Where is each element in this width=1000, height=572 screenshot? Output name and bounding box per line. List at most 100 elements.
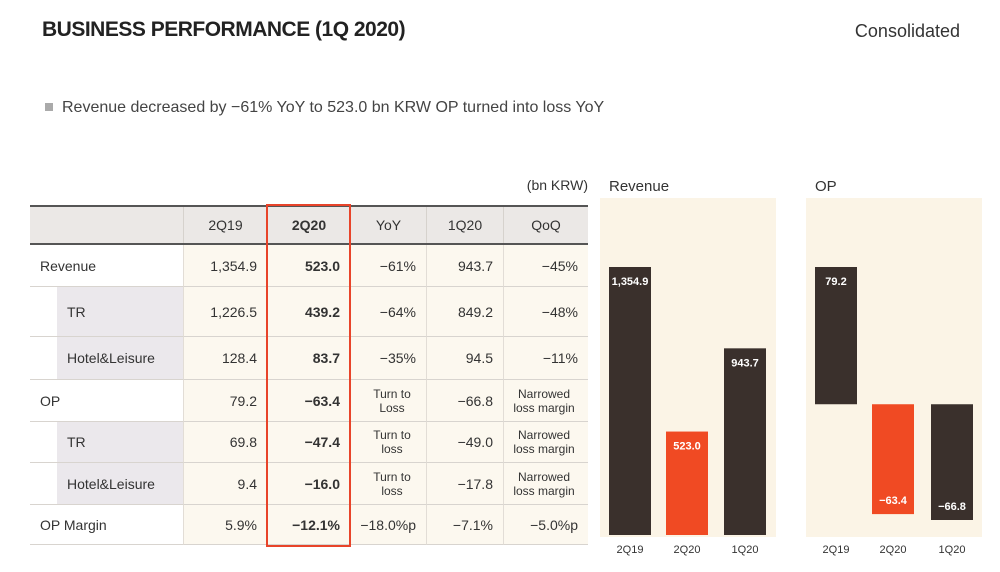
bar — [815, 267, 857, 405]
cell-text: 1Q20 — [447, 217, 483, 233]
cell-value: Narrowed loss margin — [503, 380, 588, 422]
cell-value: −5.0%p — [503, 505, 588, 545]
cell-text: TR — [67, 434, 86, 450]
unit-label: (bn KRW) — [526, 177, 588, 193]
cell-text: −47.4 — [304, 434, 340, 450]
row-indent — [30, 287, 57, 337]
cell-value: −66.8 — [426, 380, 503, 422]
cell-text: −66.8 — [457, 392, 493, 409]
cell-text: −12.1% — [292, 516, 340, 533]
row-label: OP — [30, 380, 183, 422]
cell-text: −35% — [379, 350, 416, 366]
cell-value: 943.7 — [426, 245, 503, 287]
cell-value: −48% — [503, 287, 588, 337]
cell-value: Turn to loss — [350, 463, 426, 505]
cell-text: 79.2 — [229, 392, 257, 409]
bar — [666, 431, 708, 535]
cell-value: Turn to loss — [350, 422, 426, 463]
cell-text: Turn to loss — [373, 469, 411, 498]
row-indent — [30, 422, 57, 463]
cell-value: 1,226.5 — [183, 287, 267, 337]
cell-text: −17.8 — [457, 475, 493, 492]
cell-value: 439.2 — [267, 287, 350, 337]
cell-text: Narrowed loss margin — [513, 469, 575, 498]
cell-text: −48% — [541, 303, 578, 320]
cell-value: −35% — [350, 337, 426, 380]
cell-value: 9.4 — [183, 463, 267, 505]
column-header: 2Q20 — [267, 207, 350, 243]
cell-text: −5.0%p — [530, 516, 578, 533]
cell-text: 439.2 — [304, 303, 340, 320]
x-tick-label: 2Q19 — [617, 544, 644, 556]
cell-value: −18.0%p — [350, 505, 426, 545]
cell-value: Narrowed loss margin — [503, 422, 588, 463]
cell-text: −64% — [379, 303, 416, 320]
cell-text: 128.4 — [221, 350, 257, 366]
row-label: Hotel&Leisure — [57, 463, 183, 505]
column-header: YoY — [350, 207, 426, 243]
cell-value: −63.4 — [267, 380, 350, 422]
x-tick-label: 1Q20 — [732, 544, 759, 556]
cell-value: 849.2 — [426, 287, 503, 337]
cell-text: 69.8 — [229, 434, 257, 450]
cell-text: −63.4 — [304, 392, 340, 409]
cell-text: −7.1% — [452, 516, 493, 533]
x-tick-label: 2Q20 — [880, 544, 907, 556]
x-tick-label: 2Q20 — [674, 544, 701, 556]
cell-text: OP Margin — [40, 516, 107, 533]
cell-text: OP — [40, 392, 61, 409]
row-label: OP Margin — [30, 505, 183, 545]
bar-label: 1,354.9 — [612, 276, 649, 288]
cell-text: 523.0 — [304, 257, 340, 274]
cell-value: −11% — [503, 337, 588, 380]
cell-text: TR — [67, 303, 86, 320]
cell-text: 83.7 — [312, 350, 340, 366]
x-tick-label: 1Q20 — [939, 544, 966, 556]
row-label: TR — [57, 422, 183, 463]
cell-text: Hotel&Leisure — [67, 350, 155, 366]
cell-value: −47.4 — [267, 422, 350, 463]
cell-value: 1,354.9 — [183, 245, 267, 287]
row-label: Hotel&Leisure — [57, 337, 183, 380]
bar — [724, 348, 766, 535]
x-tick-label: 2Q19 — [823, 544, 850, 556]
row-indent — [30, 337, 57, 380]
bar-label: −63.4 — [879, 495, 908, 507]
cell-value: Turn to Loss — [350, 380, 426, 422]
cell-value: −49.0 — [426, 422, 503, 463]
bar-label: −66.8 — [938, 501, 966, 513]
column-header: 1Q20 — [426, 207, 503, 243]
column-header: 2Q19 — [183, 207, 267, 243]
cell-text: −16.0 — [304, 475, 340, 492]
bar — [931, 404, 973, 520]
cell-value: −7.1% — [426, 505, 503, 545]
cell-text: −45% — [541, 257, 578, 274]
cell-value: −12.1% — [267, 505, 350, 545]
bar — [609, 267, 651, 535]
bar-label: 523.0 — [673, 441, 701, 453]
scope-label: Consolidated — [854, 21, 960, 41]
cell-value: −17.8 — [426, 463, 503, 505]
cell-text: 943.7 — [457, 257, 493, 274]
cell-text: −49.0 — [457, 434, 493, 450]
cell-value: 83.7 — [267, 337, 350, 380]
cell-text: Revenue — [40, 257, 97, 274]
chart-title: OP — [815, 178, 837, 195]
cell-text: −11% — [542, 350, 578, 366]
bullet — [45, 103, 53, 111]
cell-text: 1,354.9 — [210, 257, 257, 274]
bar-label: 79.2 — [825, 276, 846, 288]
cell-text: 5.9% — [225, 516, 257, 533]
cell-text: Hotel&Leisure — [67, 475, 155, 492]
cell-text: 849.2 — [457, 303, 493, 320]
cell-text: −18.0%p — [360, 516, 416, 533]
cell-text: −61% — [379, 257, 416, 274]
cell-text: Turn to Loss — [373, 386, 411, 415]
cell-text: 1,226.5 — [210, 303, 257, 320]
row-label: TR — [57, 287, 183, 337]
cell-value: −45% — [503, 245, 588, 287]
cell-value: 94.5 — [426, 337, 503, 380]
cell-value: 523.0 — [267, 245, 350, 287]
